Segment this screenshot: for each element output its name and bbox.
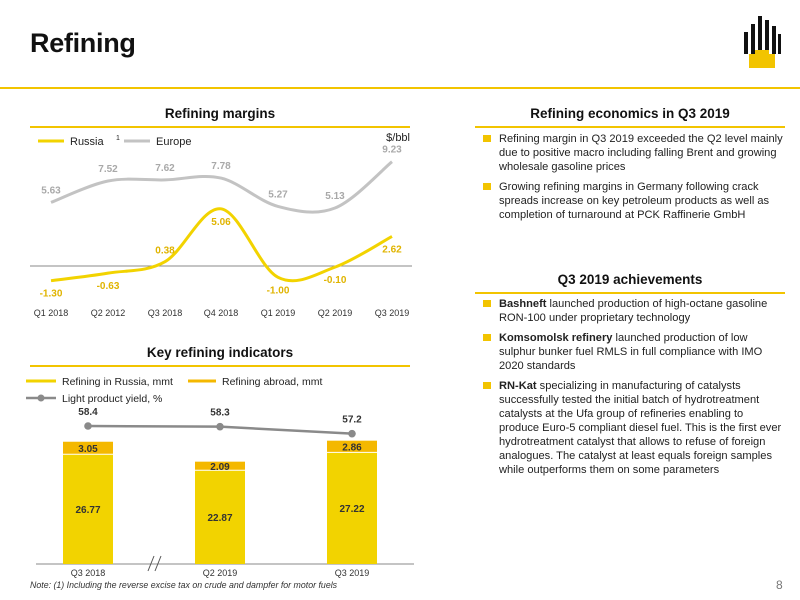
bar-label-abroad: 3.05 bbox=[78, 444, 98, 455]
series-line-russia bbox=[50, 207, 393, 283]
bullet-marker-icon bbox=[483, 183, 491, 190]
bullet-bold: RN-Kat bbox=[499, 380, 537, 392]
x-tick-label: Q3 2019 bbox=[375, 308, 410, 318]
yield-point bbox=[216, 422, 224, 431]
data-label-europe: 7.62 bbox=[155, 163, 175, 174]
x-tick-label: Q2 2012 bbox=[91, 308, 126, 318]
bar-abroad bbox=[63, 441, 113, 455]
margins-chart: Russia 1 Europe $/bbl 5.63 7.52 7.62 7.78 5.27 5.… bbox=[30, 132, 412, 318]
bar-abroad bbox=[195, 461, 245, 471]
bullet-text: launched production of high-octane gasol… bbox=[499, 298, 768, 324]
data-label-europe: 5.27 bbox=[268, 189, 288, 200]
achievements-bullets: Bashneft launched production of high-oct… bbox=[482, 297, 785, 483]
bar-russia bbox=[327, 452, 377, 564]
series-line-europe bbox=[50, 160, 393, 214]
bar-russia bbox=[63, 454, 113, 564]
indicators-chart: Refining in Russia, mmt Refining abroad, … bbox=[26, 376, 414, 578]
legend-label-yield: Light product yield, % bbox=[62, 393, 162, 405]
x-tick-label: Q1 2019 bbox=[261, 308, 296, 318]
bar-label-russia: 22.87 bbox=[207, 513, 232, 524]
data-label-russia: 5.06 bbox=[211, 217, 231, 228]
x-tick-label: Q3 2018 bbox=[148, 308, 183, 318]
axis-break-mark bbox=[154, 555, 162, 572]
bullet-text: Refining margin in Q3 2019 exceeded the … bbox=[499, 133, 783, 173]
legend-label-abroad: Refining abroad, mmt bbox=[222, 376, 322, 388]
x-tick-label: Q3 2018 bbox=[71, 568, 106, 578]
indicators-section-divider bbox=[30, 365, 410, 367]
bullet-text: launched production of low sulphur bunke… bbox=[499, 332, 763, 372]
data-label-russia: -1.30 bbox=[40, 289, 63, 300]
data-label-russia: 2.62 bbox=[382, 244, 402, 255]
bullet-bold: Bashneft bbox=[499, 298, 547, 310]
bullet-marker-icon bbox=[483, 334, 491, 341]
legend-marker-yield bbox=[37, 394, 45, 402]
bullet-bold: Komsomolsk refinery bbox=[499, 332, 613, 344]
data-label-yield: 58.4 bbox=[78, 407, 98, 418]
bullet-marker-icon bbox=[483, 300, 491, 307]
achievements-section-title: Q3 2019 achievements bbox=[557, 272, 703, 287]
data-label-europe: 5.63 bbox=[41, 185, 61, 196]
list-item: Komsomolsk refinery launched production … bbox=[482, 331, 785, 373]
data-label-yield: 57.2 bbox=[342, 415, 362, 426]
data-label-europe: 5.13 bbox=[325, 191, 345, 202]
margins-section-title: Refining margins bbox=[164, 106, 276, 121]
data-label-russia: -1.00 bbox=[267, 285, 290, 296]
x-tick-label: Q2 2019 bbox=[203, 568, 238, 578]
legend-label-russia: Refining in Russia, mmt bbox=[62, 376, 173, 388]
bar-label-abroad: 2.86 bbox=[342, 443, 362, 454]
yield-point bbox=[348, 429, 356, 438]
page-number: 8 bbox=[776, 578, 783, 592]
bar-label-russia: 26.77 bbox=[75, 505, 100, 516]
unit-label: $/bbl bbox=[386, 132, 410, 144]
list-item: Bashneft launched production of high-oct… bbox=[482, 297, 785, 325]
list-item: Refining margin in Q3 2019 exceeded the … bbox=[482, 132, 785, 174]
bar-label-abroad: 2.09 bbox=[210, 462, 230, 473]
x-tick-label: Q3 2019 bbox=[335, 568, 370, 578]
economics-bullets: Refining margin in Q3 2019 exceeded the … bbox=[482, 132, 785, 228]
bar-label-russia: 27.22 bbox=[339, 504, 364, 515]
economics-section-title: Refining economics in Q3 2019 bbox=[530, 106, 730, 121]
axis-break-mark bbox=[147, 555, 155, 572]
bullet-text: Growing refining margins in Germany foll… bbox=[499, 181, 770, 221]
list-item: Growing refining margins in Germany foll… bbox=[482, 180, 785, 222]
bullet-marker-icon bbox=[483, 382, 491, 389]
company-logo bbox=[740, 12, 784, 70]
margins-section-divider bbox=[30, 126, 410, 128]
data-label-europe: 7.78 bbox=[211, 161, 231, 172]
data-label-russia: 0.38 bbox=[155, 246, 175, 257]
economics-section-divider bbox=[475, 126, 785, 128]
x-tick-label: Q4 2018 bbox=[204, 308, 239, 318]
data-label-europe: 7.52 bbox=[98, 164, 118, 175]
data-label-russia: -0.10 bbox=[324, 275, 347, 286]
bar-abroad bbox=[327, 440, 377, 453]
data-label-russia: -0.63 bbox=[97, 281, 120, 292]
bar-russia bbox=[195, 470, 245, 564]
bullet-text: specializing in manufacturing of catalys… bbox=[499, 380, 782, 476]
achievements-section-divider bbox=[475, 292, 785, 294]
list-item: RN-Kat specializing in manufacturing of … bbox=[482, 379, 785, 477]
page-title: Refining bbox=[30, 28, 136, 58]
bullet-marker-icon bbox=[483, 135, 491, 142]
data-label-europe: 9.23 bbox=[382, 145, 402, 156]
x-tick-label: Q2 2019 bbox=[318, 308, 353, 318]
indicators-section-title: Key refining indicators bbox=[146, 345, 294, 360]
legend-label-russia: Russia bbox=[70, 136, 105, 148]
yield-point bbox=[84, 422, 92, 430]
header-divider bbox=[0, 87, 800, 89]
footnote: Note: (1) Including the reverse excise t… bbox=[30, 580, 338, 590]
data-label-yield: 58.3 bbox=[210, 408, 230, 419]
legend-label-europe: Europe bbox=[156, 136, 191, 148]
x-tick-label: Q1 2018 bbox=[34, 308, 69, 318]
legend-superscript: 1 bbox=[116, 135, 120, 142]
